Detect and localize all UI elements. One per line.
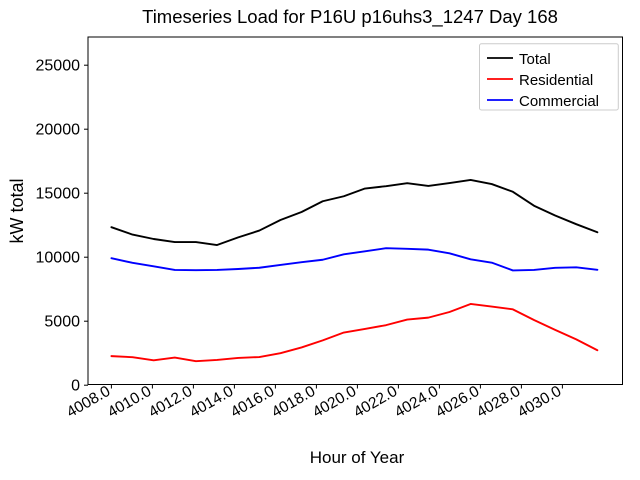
svg-text:Total: Total [519, 51, 551, 68]
svg-text:25000: 25000 [36, 58, 81, 75]
svg-text:4016.0: 4016.0 [228, 383, 278, 422]
svg-text:4012.0: 4012.0 [146, 383, 196, 422]
svg-text:4022.0: 4022.0 [351, 383, 401, 422]
svg-text:4030.0: 4030.0 [515, 383, 565, 422]
svg-text:4010.0: 4010.0 [105, 383, 155, 422]
svg-text:4020.0: 4020.0 [310, 383, 360, 422]
svg-text:15000: 15000 [36, 186, 81, 203]
svg-text:10000: 10000 [36, 250, 81, 267]
svg-text:5000: 5000 [44, 314, 80, 331]
svg-text:4018.0: 4018.0 [269, 383, 319, 422]
svg-text:0: 0 [71, 378, 80, 395]
svg-text:kW total: kW total [7, 178, 27, 243]
svg-text:4026.0: 4026.0 [433, 383, 483, 422]
svg-text:Timeseries Load for P16U p16uh: Timeseries Load for P16U p16uhs3_1247 Da… [142, 6, 558, 28]
svg-text:Hour of Year: Hour of Year [310, 448, 405, 467]
svg-text:Residential: Residential [519, 72, 593, 89]
svg-text:Commercial: Commercial [519, 93, 599, 110]
svg-text:4024.0: 4024.0 [392, 383, 442, 422]
svg-text:4028.0: 4028.0 [474, 383, 524, 422]
svg-text:4014.0: 4014.0 [187, 383, 237, 422]
svg-text:20000: 20000 [36, 122, 81, 139]
